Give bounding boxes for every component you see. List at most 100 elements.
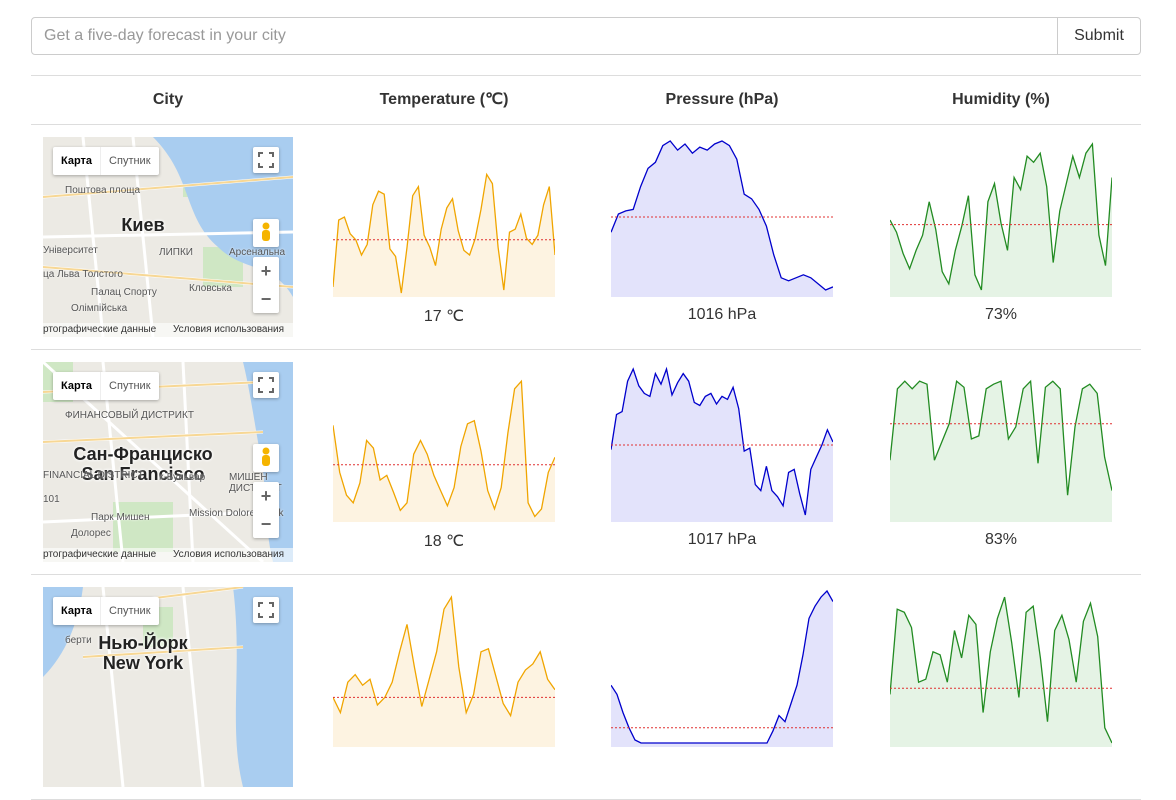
zoom-in-button[interactable]: + [260,261,272,281]
map-type-map-button[interactable]: Карта [61,380,93,392]
humidity-sparkline [890,379,1112,522]
fullscreen-button[interactable] [253,597,279,623]
pressure-sparkline [611,589,833,747]
pegman-icon [262,222,270,241]
pressure-value: 1017 hPa [687,531,757,548]
humidity-value: 73% [984,306,1018,323]
terms-link[interactable]: Условия использования [173,549,284,560]
city-map[interactable]: Нью-Йорк New York берти Карта Спутник [43,587,293,787]
map-attribution: ртографические данные Условия использован… [43,323,293,337]
temperature-area [333,597,555,747]
temperature-area [333,174,555,297]
map-type-satellite-button[interactable]: Спутник [100,597,158,625]
map-place-label: ФИНАНСОВЫЙ ДИСТРИКТ [65,410,194,421]
pressure-area [611,141,833,297]
city-map[interactable]: Киев Поштова площа Університет Палац Спорту… [43,137,293,337]
map-place-label: Поштова площа [65,185,141,196]
zoom-in-button[interactable]: + [260,486,272,506]
pressure-line [611,140,833,291]
map-city-label-line: Сан-Франциско [73,444,213,464]
humidity-line [890,379,1112,496]
zoom-control: + − [253,257,279,313]
fullscreen-icon [258,602,274,618]
table-row: Нью-Йорк New York берти Карта Спутник [31,575,1141,800]
pressure-area [611,369,833,522]
header-city: City [152,91,184,108]
city-map[interactable]: Сан-Франциско San Francisco ФИНАНСОВЫЙ ДИС… [43,362,293,562]
map-attribution: ртографические данные Условия использован… [43,548,293,562]
map-type-control: Карта Спутник [53,372,159,400]
map-place-label: берти [65,635,92,646]
zoom-control: + − [253,482,279,538]
map-place-label: Mission Dolores Park [189,508,284,519]
temperature-sparkline [333,595,555,747]
fullscreen-button[interactable] [253,372,279,398]
humidity-value: 83% [984,531,1018,548]
map-place-label: Олімпійська [71,303,128,314]
header-temperature: Temperature (℃) [379,91,509,108]
map-type-satellite-button[interactable]: Спутник [100,147,158,175]
map-city-label: Киев [43,215,243,235]
humidity-area [890,381,1112,522]
temperature-area [333,381,555,522]
temperature-sparkline [333,379,555,522]
temperature-sparkline [333,172,555,297]
map-place-label: Долорес [71,528,111,539]
street-view-pegman[interactable] [253,219,279,247]
street-view-pegman[interactable] [253,444,279,472]
pressure-sparkline [611,140,833,297]
table-row: Киев Поштова площа Університет Палац Спорту… [31,125,1141,350]
map-city-label-line: Нью-Йорк [98,633,188,653]
table-header: City Temperature (℃) Pressure (hPa) Humi… [31,75,1141,125]
map-place-label: ЛИПКИ [159,247,193,258]
temperature-line [333,172,555,294]
map-place-label: Арсенальна [229,247,286,258]
city-search-input[interactable] [31,17,1058,55]
pressure-sparkline [611,366,833,522]
fullscreen-icon [258,152,274,168]
temperature-line [333,379,555,518]
map-data-link[interactable]: ртографические данные [43,549,157,560]
humidity-sparkline [890,142,1112,297]
map-city-label-line: New York [102,653,184,673]
temperature-value: 18 ℃ [423,533,465,550]
temperature-value: 17 ℃ [423,308,465,325]
fullscreen-button[interactable] [253,147,279,173]
map-data-link[interactable]: ртографические данные [43,324,157,335]
pegman-icon [262,447,270,466]
map-place-label: Палац Спорту [91,287,157,298]
fullscreen-icon [258,377,274,393]
forecast-table: City Temperature (℃) Pressure (hPa) Humi… [31,75,1141,800]
submit-button[interactable]: Submit [1057,17,1141,55]
humidity-line [890,142,1112,291]
terms-link[interactable]: Условия использования [173,324,284,335]
header-humidity: Humidity (%) [952,91,1050,108]
search-bar: Submit [31,17,1141,55]
map-place-label: Парк Мишен [91,512,150,523]
humidity-area [890,597,1112,747]
map-place-label: ца Льва Толстого [43,269,123,280]
table-body: Киев Поштова площа Університет Палац Спорту… [31,125,1141,800]
map-type-satellite-button[interactable]: Спутник [100,372,158,400]
map-place-label: Університет [43,245,98,256]
map-city-label: Нью-Йорк New York [43,633,243,673]
map-type-control: Карта Спутник [53,597,159,625]
table-row: Сан-Франциско San Francisco ФИНАНСОВЫЙ ДИС… [31,350,1141,575]
map-type-map-button[interactable]: Карта [61,155,93,167]
pressure-value: 1016 hPa [687,306,757,323]
map-place-label: 101 [43,494,60,505]
map-city-label-line: San Francisco [81,464,205,484]
header-pressure: Pressure (hPa) [665,91,779,108]
map-city-label-line: Киев [121,215,165,235]
pressure-line [611,366,833,516]
map-type-map-button[interactable]: Карта [61,605,93,617]
map-type-control: Карта Спутник [53,147,159,175]
map-place-label: к-Бульвар [159,472,206,483]
map-place-label: Кловська [189,283,232,294]
map-place-label: FINANCIAL DISTRICT [43,470,144,481]
zoom-out-button[interactable]: − [260,289,272,309]
map-city-label: Сан-Франциско San Francisco [43,444,243,484]
humidity-sparkline [890,596,1112,747]
zoom-out-button[interactable]: − [260,514,272,534]
humidity-area [890,144,1112,297]
